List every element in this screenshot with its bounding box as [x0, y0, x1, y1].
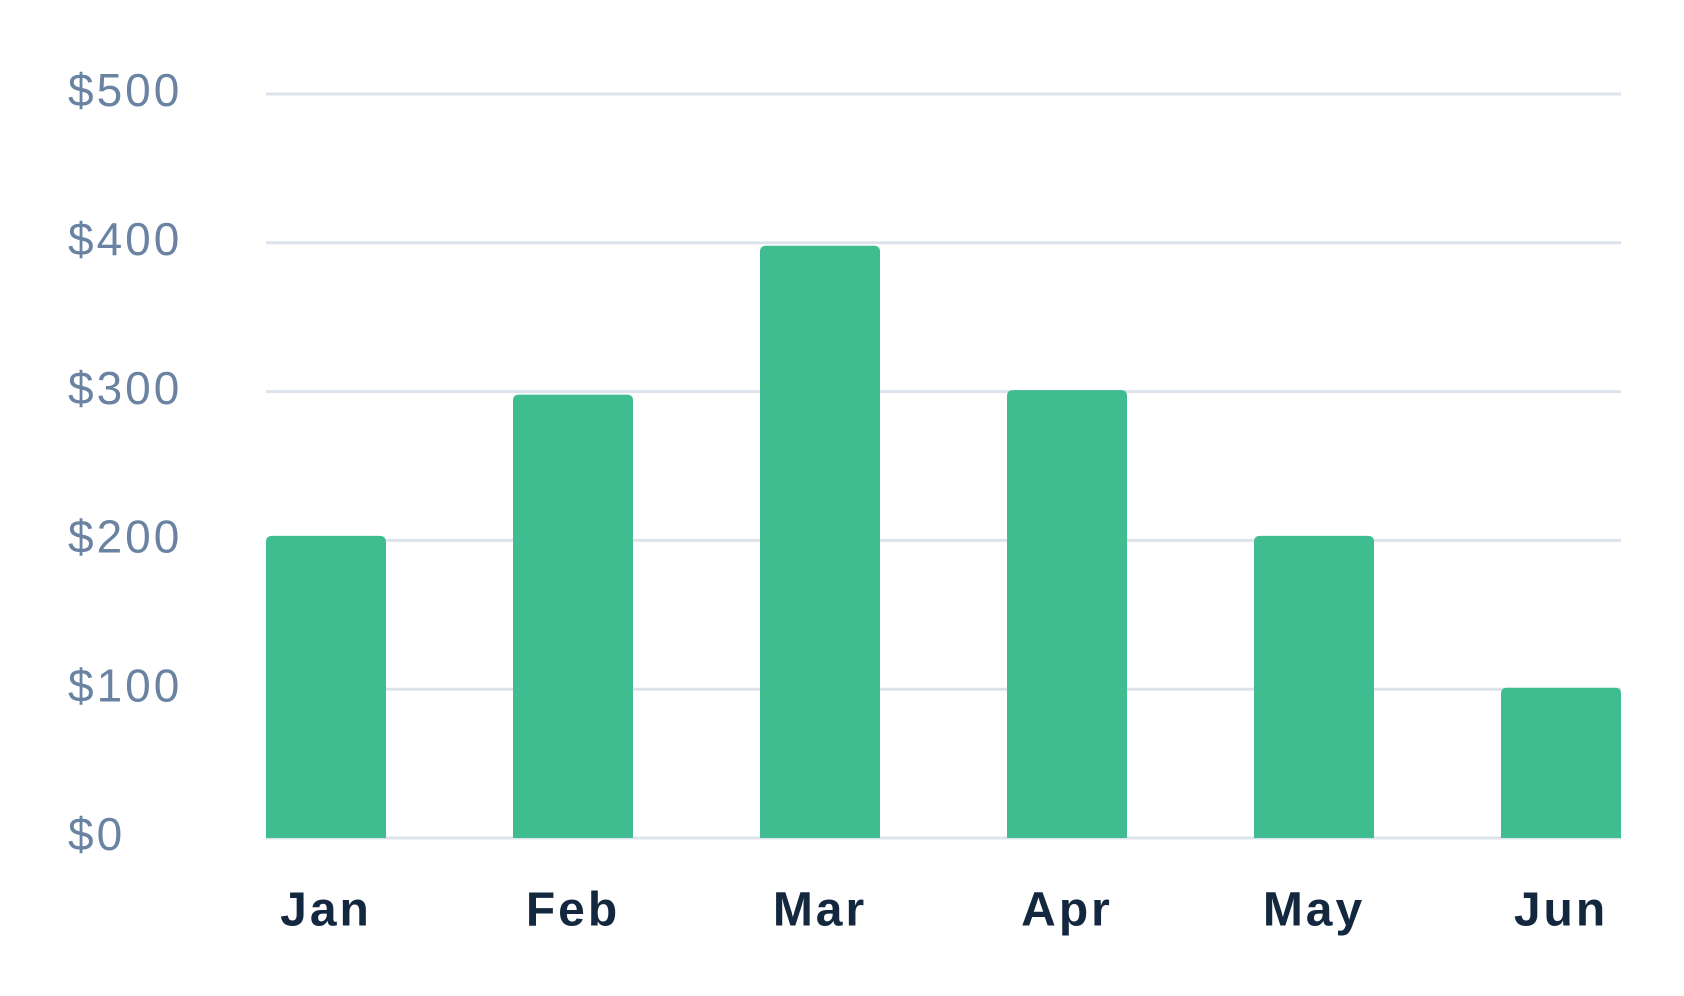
x-tick-label: Feb: [526, 884, 620, 937]
x-tick-label: Jun: [1514, 884, 1608, 937]
x-tick-label: Apr: [1021, 884, 1113, 937]
x-tick-label: May: [1263, 884, 1365, 937]
y-tick-label: $300: [68, 362, 182, 414]
x-tick-label: Mar: [773, 884, 867, 937]
bar: [1254, 535, 1374, 838]
bar: [266, 535, 386, 838]
bar: [513, 394, 633, 838]
y-tick-label: $500: [68, 64, 182, 116]
y-tick-label: $400: [68, 213, 182, 265]
y-tick-label: $100: [68, 659, 182, 711]
y-tick-label: $0: [68, 808, 125, 860]
bar: [1007, 390, 1127, 838]
y-tick-label: $200: [68, 511, 182, 563]
x-tick-label: Jan: [280, 884, 372, 937]
bar: [1501, 687, 1621, 838]
bar: [760, 245, 880, 838]
